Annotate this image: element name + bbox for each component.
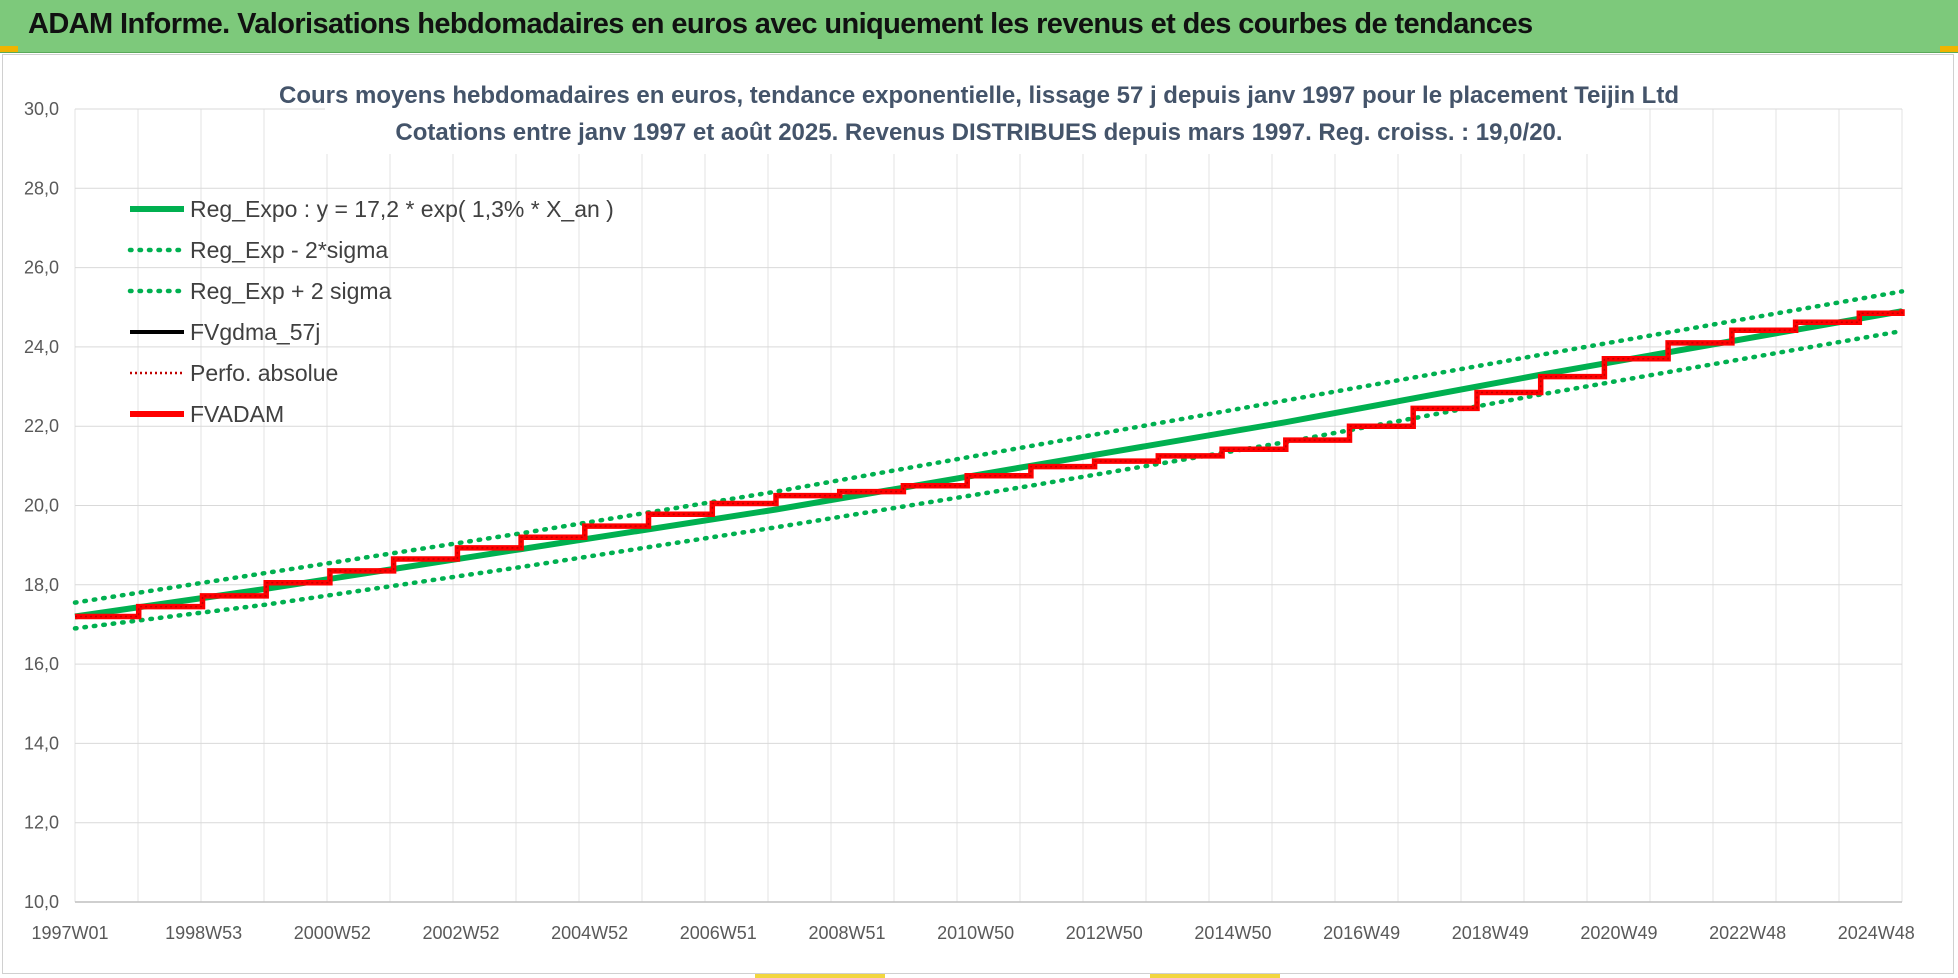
legend-label: FVADAM xyxy=(190,401,284,427)
y-tick-label: 14,0 xyxy=(24,733,59,753)
chart-title-line: Cotations entre janv 1997 et août 2025. … xyxy=(395,119,1562,146)
corner-mark-left xyxy=(0,46,18,52)
x-tick-label: 2016W49 xyxy=(1323,923,1400,943)
x-tick-label: 2018W49 xyxy=(1452,923,1529,943)
chart-frame xyxy=(2,54,1954,974)
x-tick-label: 2020W49 xyxy=(1580,923,1657,943)
x-tick-label: 2024W48 xyxy=(1838,923,1915,943)
series-reg-exp-minus-2sigma xyxy=(72,328,1905,631)
chart-title-line: Cours moyens hebdomadaires en euros, ten… xyxy=(279,82,1679,109)
x-tick-label: 2008W51 xyxy=(808,923,885,943)
bottom-mark-1 xyxy=(755,974,885,978)
header-bar: ADAM Informe. Valorisations hebdomadaire… xyxy=(0,0,1958,53)
y-tick-label: 30,0 xyxy=(24,99,59,119)
series-fvadam xyxy=(75,309,1905,620)
bottom-mark-2 xyxy=(1150,974,1280,978)
series-perfo-absolue xyxy=(75,309,1903,618)
y-tick-label: 12,0 xyxy=(24,813,59,833)
chart-title: Cours moyens hebdomadaires en euros, ten… xyxy=(279,78,1679,154)
legend-label: Reg_Expo : y = 17,2 * exp( 1,3% * X_an ) xyxy=(190,196,614,222)
y-tick-label: 22,0 xyxy=(24,416,59,436)
chart-title-backdrop xyxy=(325,78,1620,154)
y-tick-label: 10,0 xyxy=(24,892,59,912)
x-tick-label: 2014W50 xyxy=(1194,923,1271,943)
legend: Reg_Expo : y = 17,2 * exp( 1,3% * X_an )… xyxy=(127,196,614,427)
y-tick-label: 20,0 xyxy=(24,496,59,516)
x-tick-label: 2022W48 xyxy=(1709,923,1786,943)
y-tick-label: 16,0 xyxy=(24,654,59,674)
y-tick-label: 24,0 xyxy=(24,337,59,357)
y-tick-label: 18,0 xyxy=(24,575,59,595)
legend-label: FVgdma_57j xyxy=(190,319,320,345)
x-tick-label: 1997W01 xyxy=(31,923,108,943)
legend-label: Perfo. absolue xyxy=(190,360,338,386)
x-tick-label: 2000W52 xyxy=(294,923,371,943)
x-tick-label: 1998W53 xyxy=(165,923,242,943)
x-tick-label: 2012W50 xyxy=(1066,923,1143,943)
x-tick-label: 2002W52 xyxy=(422,923,499,943)
x-tick-label: 2004W52 xyxy=(551,923,628,943)
series-reg-exp-plus-2sigma xyxy=(72,289,1905,605)
corner-mark-right xyxy=(1940,46,1958,52)
y-tick-label: 26,0 xyxy=(24,258,59,278)
legend-label: Reg_Exp + 2 sigma xyxy=(190,278,392,304)
x-tick-label: 2006W51 xyxy=(680,923,757,943)
page-title: ADAM Informe. Valorisations hebdomadaire… xyxy=(28,8,1533,40)
y-tick-label: 28,0 xyxy=(24,178,59,198)
x-tick-label: 2010W50 xyxy=(937,923,1014,943)
legend-label: Reg_Exp - 2*sigma xyxy=(190,237,388,263)
